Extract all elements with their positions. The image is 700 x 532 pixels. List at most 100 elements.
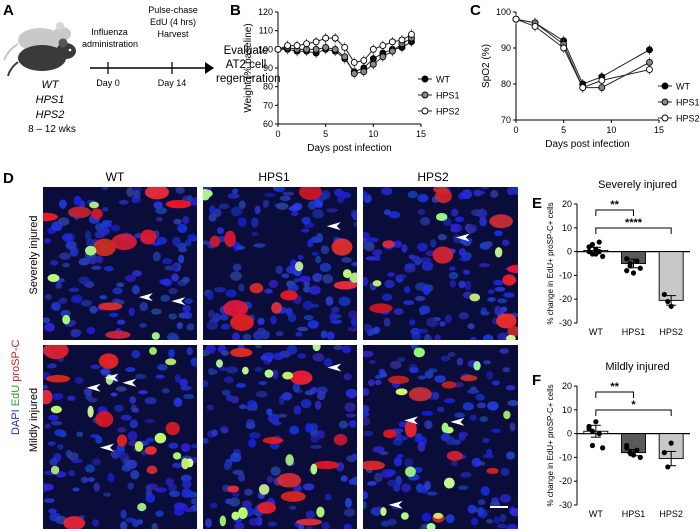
dapi-nucleus (363, 276, 369, 287)
edu-nucleus (494, 247, 503, 258)
dapi-nucleus (166, 332, 178, 340)
data-point (284, 42, 291, 50)
dapi-nucleus (80, 476, 89, 484)
dapi-nucleus (112, 287, 123, 295)
micrograph-texture (43, 345, 197, 529)
dapi-nucleus (264, 192, 276, 198)
dapi-nucleus (366, 481, 377, 486)
dapi-nucleus (58, 297, 68, 304)
edu-nucleus (400, 512, 409, 520)
dapi-nucleus (226, 394, 233, 402)
arrowhead-icon (388, 500, 403, 509)
dapi-nucleus (262, 201, 269, 208)
dapi-nucleus (218, 203, 230, 210)
edu-nucleus (231, 511, 240, 520)
data-point (661, 291, 667, 298)
x-tick-label: WT (589, 327, 603, 337)
dapi-nucleus (482, 454, 495, 459)
micrograph-mild-hps2 (363, 345, 518, 529)
prosp-cell (43, 345, 69, 360)
stain-legend: DAPI EdU proSP-C (10, 340, 22, 435)
dapi-nucleus (471, 517, 479, 526)
dapi-nucleus (59, 252, 72, 260)
dapi-nucleus (480, 187, 489, 190)
row-label-severe: Severely injured (28, 215, 40, 295)
data-point (646, 66, 653, 74)
dapi-nucleus (152, 251, 161, 262)
dapi-nucleus (298, 524, 305, 529)
dapi-nucleus (450, 223, 463, 233)
dapi-nucleus (387, 272, 395, 277)
prosp-cell (333, 433, 348, 446)
y-tick-label: 70 (263, 100, 273, 110)
edu-nucleus (405, 466, 416, 478)
prosp-cell (116, 434, 128, 447)
dapi-nucleus (190, 357, 197, 367)
dapi-nucleus (184, 239, 192, 247)
x-axis-label: Days post infection (545, 139, 630, 150)
dapi-nucleus (125, 367, 136, 373)
dapi-nucleus (120, 414, 132, 421)
edu-nucleus (264, 369, 274, 378)
dapi-nucleus (316, 390, 326, 401)
dapi-nucleus (426, 317, 439, 328)
prosp-cell (249, 283, 264, 294)
dapi-nucleus (393, 484, 401, 492)
dapi-nucleus (220, 428, 229, 434)
dapi-nucleus (351, 209, 357, 219)
data-point (598, 76, 606, 84)
dapi-nucleus (447, 351, 456, 357)
dapi-nucleus (344, 508, 356, 517)
significance-bracket (595, 209, 634, 216)
edu-nucleus (134, 441, 144, 452)
micrograph-texture (363, 187, 518, 340)
dapi-nucleus (422, 285, 431, 296)
genotype-wt: WT (41, 79, 59, 91)
data-point (322, 34, 330, 42)
dapi-nucleus (81, 299, 92, 307)
dapi-nucleus (132, 269, 143, 277)
dapi-nucleus (464, 280, 472, 291)
legend-label: HPS1 (436, 91, 460, 101)
dapi-nucleus (254, 334, 263, 340)
genotype-hps1: HPS1 (35, 94, 65, 106)
prosp-cell (95, 411, 114, 428)
prosp-cell (93, 238, 116, 257)
dapi-nucleus (272, 352, 285, 361)
prosp-cell (441, 381, 457, 389)
dapi-nucleus (91, 265, 102, 271)
edu-nucleus (62, 314, 71, 325)
prosp-cell (502, 274, 516, 286)
dapi-nucleus (178, 247, 188, 253)
dapi-nucleus (467, 224, 478, 233)
dapi-nucleus (173, 218, 182, 225)
y-tick-label: 0 (567, 247, 572, 257)
prosp-cell (290, 370, 313, 385)
arrowhead-icon (99, 443, 114, 452)
edu-nucleus (282, 371, 294, 380)
dapi-nucleus (86, 238, 94, 247)
dapi-nucleus (272, 369, 279, 380)
prosp-cell (43, 389, 53, 405)
dapi-nucleus (497, 332, 507, 340)
dapi-nucleus (144, 418, 155, 424)
arrowhead-icon (138, 293, 153, 302)
dapi-nucleus (324, 493, 332, 501)
dapi-nucleus (331, 306, 340, 314)
dapi-nucleus (190, 443, 197, 449)
dapi-nucleus (203, 437, 209, 444)
dapi-nucleus (203, 240, 209, 245)
dapi-nucleus (404, 263, 416, 269)
dapi-nucleus (417, 328, 429, 334)
dapi-nucleus (414, 435, 422, 443)
arrowhead-icon (326, 222, 341, 231)
dapi-nucleus (461, 189, 473, 200)
dapi-nucleus (126, 187, 134, 197)
dapi-nucleus (104, 266, 114, 272)
prosp-cell (280, 290, 298, 301)
dapi-nucleus (176, 322, 183, 330)
dapi-nucleus (340, 191, 351, 199)
prosp-cell (165, 421, 180, 436)
dapi-nucleus (270, 315, 277, 325)
dapi-nucleus (186, 195, 193, 203)
